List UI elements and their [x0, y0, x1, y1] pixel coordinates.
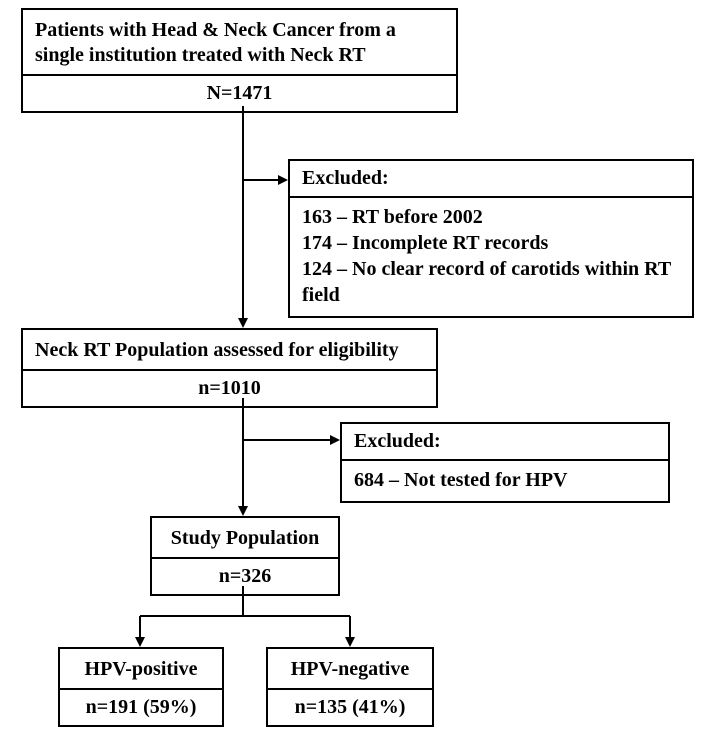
node-eligible-sub: n=1010: [23, 371, 436, 406]
node-excluded-2-body: 684 – Not tested for HPV: [342, 461, 668, 501]
node-study: Study Population n=326: [150, 516, 340, 596]
node-study-sub: n=326: [152, 559, 338, 594]
node-eligible: Neck RT Population assessed for eligibil…: [21, 328, 438, 408]
node-hpv-negative-title: HPV-negative: [268, 649, 432, 690]
node-start: Patients with Head & Neck Cancer from a …: [21, 8, 458, 113]
node-hpv-positive-title: HPV-positive: [60, 649, 222, 690]
node-start-sub: N=1471: [23, 76, 456, 111]
node-excluded-2: Excluded: 684 – Not tested for HPV: [340, 422, 670, 503]
node-study-title: Study Population: [152, 518, 338, 559]
node-hpv-positive: HPV-positive n=191 (59%): [58, 647, 224, 727]
node-excluded-2-title: Excluded:: [342, 424, 668, 461]
node-excluded-1-title: Excluded:: [290, 161, 692, 198]
node-hpv-negative-sub: n=135 (41%): [268, 690, 432, 725]
node-excluded-1-body: 163 – RT before 2002 174 – Incomplete RT…: [290, 198, 692, 316]
node-start-title: Patients with Head & Neck Cancer from a …: [23, 10, 456, 76]
node-eligible-title: Neck RT Population assessed for eligibil…: [23, 330, 436, 371]
node-hpv-negative: HPV-negative n=135 (41%): [266, 647, 434, 727]
node-excluded-1: Excluded: 163 – RT before 2002 174 – Inc…: [288, 159, 694, 318]
node-hpv-positive-sub: n=191 (59%): [60, 690, 222, 725]
